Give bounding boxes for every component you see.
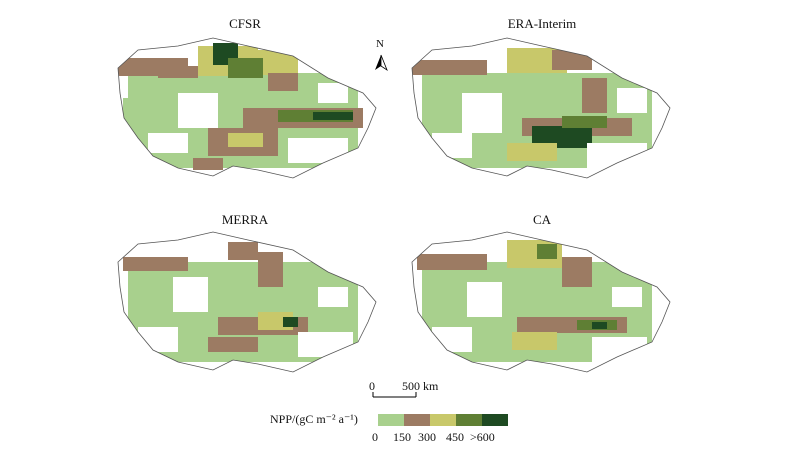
legend-tick-450: 450	[446, 430, 464, 444]
scale-end-label: 500 km	[402, 379, 439, 393]
map-panel-era	[411, 37, 671, 179]
north-label: N	[376, 38, 384, 50]
panel-title-era: ERA-Interim	[507, 16, 577, 31]
panel-title-merra: MERRA	[221, 212, 269, 227]
legend-swatches	[378, 414, 508, 426]
legend-title: NPP/(gC m⁻² a⁻¹)	[270, 412, 358, 426]
panel-title-ca: CA	[532, 212, 552, 227]
legend-tick-150: 150	[393, 430, 411, 444]
legend-tick-0: 0	[372, 430, 378, 444]
legend-swatch-4	[456, 414, 482, 426]
map-panel-cfsr	[117, 37, 377, 179]
scale-start-label: 0	[369, 379, 375, 393]
legend-swatch-2	[404, 414, 430, 426]
map-panel-merra	[117, 231, 377, 373]
legend-swatch-1	[378, 414, 404, 426]
scale-bar	[372, 392, 417, 398]
map-panel-ca	[411, 231, 671, 373]
north-arrow-icon	[375, 54, 388, 72]
legend-tick-300: 300	[418, 430, 436, 444]
panel-title-cfsr: CFSR	[229, 16, 261, 31]
legend-tick-600: >600	[470, 430, 495, 444]
legend-swatch-3	[430, 414, 456, 426]
legend-swatch-5	[482, 414, 508, 426]
